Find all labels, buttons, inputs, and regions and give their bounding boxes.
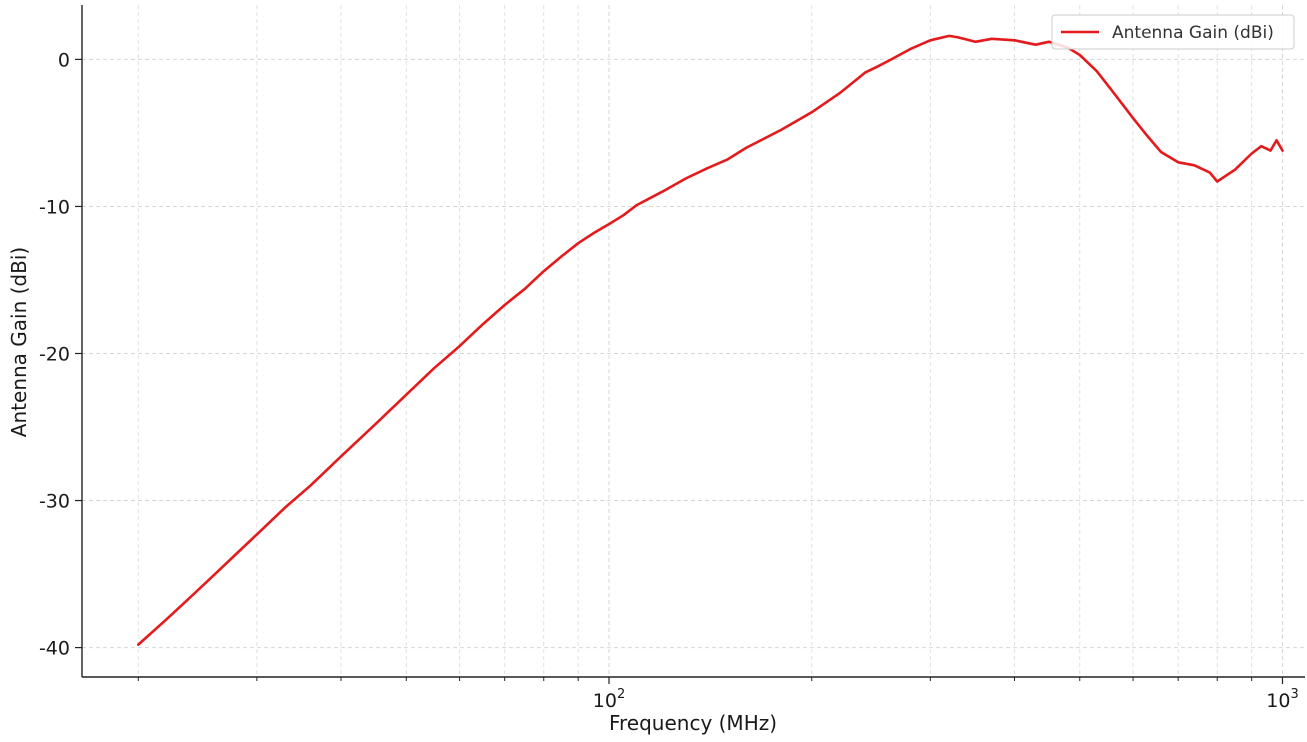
y-tick-label: 0 xyxy=(58,49,70,71)
y-tick-label: -20 xyxy=(39,343,70,365)
legend: Antenna Gain (dBi) xyxy=(1051,14,1295,50)
legend-box xyxy=(1051,14,1295,50)
x-tick-label: 103 xyxy=(1266,687,1298,712)
grid-lines xyxy=(82,5,1305,677)
x-axis-label: Frequency (MHz) xyxy=(609,711,777,735)
y-tick-label: -40 xyxy=(39,638,70,660)
x-tick-label: 102 xyxy=(593,687,625,712)
series-layer xyxy=(137,34,1284,646)
legend-label: Antenna Gain (dBi) xyxy=(1112,23,1274,43)
tick-labels: 0 -10 -20 -30 -40 102 103 xyxy=(39,49,1299,712)
series-line-antenna-gain xyxy=(137,34,1284,646)
axes xyxy=(81,5,1305,678)
y-tick-label: -30 xyxy=(39,491,70,513)
y-tick-label: -10 xyxy=(39,196,70,218)
y-axis-label: Antenna Gain (dBi) xyxy=(7,247,31,437)
tick-marks xyxy=(75,58,1284,684)
